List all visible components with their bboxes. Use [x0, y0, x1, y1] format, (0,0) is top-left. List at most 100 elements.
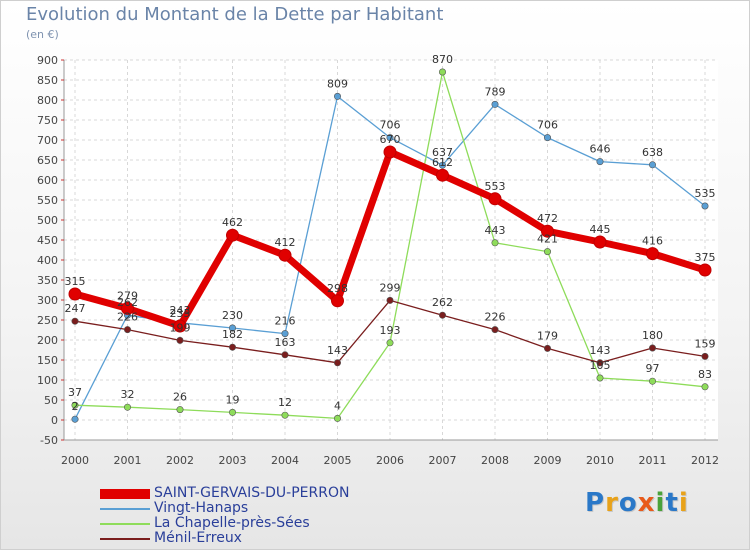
data-label: 105	[590, 359, 611, 372]
data-label: 182	[222, 328, 243, 341]
data-point	[333, 414, 341, 422]
data-point	[121, 301, 134, 315]
legend-item-la-chapelle: La Chapelle-près-Sées	[100, 516, 349, 531]
logo-letter: P	[585, 488, 606, 518]
data-label: 670	[380, 133, 401, 146]
legend-swatch	[100, 537, 150, 540]
data-label: 19	[226, 393, 240, 406]
data-label: 553	[485, 180, 506, 193]
data-point	[543, 344, 551, 352]
y-tick-label: 800	[37, 94, 58, 107]
logo-letter: o	[618, 488, 638, 518]
data-point	[68, 287, 82, 301]
x-tick-label: 2000	[61, 454, 89, 467]
data-label: 159	[695, 337, 716, 350]
y-tick-label: 400	[37, 254, 58, 267]
data-label: 870	[432, 53, 453, 66]
data-point	[701, 352, 709, 360]
x-tick-label: 2008	[481, 454, 509, 467]
data-point	[541, 224, 554, 238]
logo-letter: x	[637, 488, 656, 518]
data-point	[543, 248, 551, 256]
data-label: 12	[278, 396, 292, 409]
data-label: 472	[537, 212, 558, 225]
legend-swatch	[100, 488, 150, 499]
logo-letter: r	[605, 488, 619, 518]
data-label: 216	[275, 315, 296, 328]
data-point	[383, 145, 397, 159]
y-tick-label: 750	[37, 114, 58, 127]
data-point	[278, 248, 292, 262]
logo-letter: t	[665, 488, 679, 518]
data-label: 180	[642, 329, 663, 342]
data-label: 199	[170, 321, 191, 334]
y-tick-label: 0	[51, 414, 58, 427]
y-tick-label: 450	[37, 234, 58, 247]
data-point	[229, 324, 237, 332]
data-label: 299	[380, 281, 401, 294]
logo-letter: i	[678, 488, 689, 518]
data-label: 706	[380, 119, 401, 132]
data-label: 412	[275, 236, 296, 249]
y-tick-label: 100	[37, 374, 58, 387]
plot-area	[64, 60, 718, 440]
data-label: 612	[432, 156, 453, 169]
legend-item-menil-erreux: Ménil-Erreux	[100, 531, 349, 546]
data-label: 443	[485, 224, 506, 237]
legend-label: Vingt-Hanaps	[154, 500, 249, 516]
data-label: 279	[117, 289, 138, 302]
legend: SAINT-GERVAIS-DU-PERRON Vingt-Hanaps La …	[100, 486, 349, 546]
logo-letter: i	[655, 488, 666, 518]
data-point	[71, 415, 79, 423]
legend-item-vingt-hanaps: Vingt-Hanaps	[100, 501, 349, 516]
data-point	[701, 383, 709, 391]
x-tick-label: 2002	[166, 454, 194, 467]
data-point	[436, 168, 449, 182]
data-point	[333, 359, 341, 367]
y-tick-label: 500	[37, 214, 58, 227]
data-label: 416	[642, 235, 663, 248]
data-point	[173, 319, 187, 333]
y-tick-label: 650	[37, 154, 58, 167]
x-tick-label: 2004	[271, 454, 299, 467]
data-label: 262	[117, 296, 138, 309]
data-point	[331, 294, 344, 308]
data-label: 26	[173, 391, 187, 404]
data-label: 235	[170, 307, 191, 320]
data-point	[124, 403, 132, 411]
data-label: 375	[695, 251, 716, 264]
data-label: 809	[327, 77, 348, 90]
x-tick-label: 2003	[219, 454, 247, 467]
data-label: 638	[642, 146, 663, 159]
data-point	[229, 408, 237, 416]
x-tick-label: 2011	[639, 454, 667, 467]
y-tick-label: 50	[44, 394, 58, 407]
legend-item-saint-gervais: SAINT-GERVAIS-DU-PERRON	[100, 486, 349, 501]
data-label: 230	[222, 309, 243, 322]
data-point	[226, 228, 239, 242]
legend-swatch	[100, 507, 150, 510]
x-tick-label: 2001	[114, 454, 142, 467]
data-point	[543, 134, 551, 142]
y-tick-label: 600	[37, 174, 58, 187]
data-point	[648, 344, 656, 352]
data-label: 706	[537, 119, 558, 132]
y-tick-label: 150	[37, 354, 58, 367]
data-point	[176, 406, 184, 414]
legend-label: SAINT-GERVAIS-DU-PERRON	[154, 485, 350, 501]
data-point	[176, 336, 184, 344]
data-point	[281, 411, 289, 419]
data-point	[488, 192, 502, 206]
legend-label: La Chapelle-près-Sées	[154, 515, 310, 531]
data-point	[701, 202, 709, 210]
legend-label: Ménil-Erreux	[154, 530, 242, 546]
data-point	[596, 374, 604, 382]
x-tick-label: 2009	[534, 454, 562, 467]
data-label: 37	[68, 386, 82, 399]
data-point	[229, 343, 237, 351]
data-label: 83	[698, 368, 712, 381]
data-label: 262	[432, 296, 453, 309]
data-point	[491, 239, 499, 247]
chart-subtitle: (en €)	[26, 28, 59, 41]
